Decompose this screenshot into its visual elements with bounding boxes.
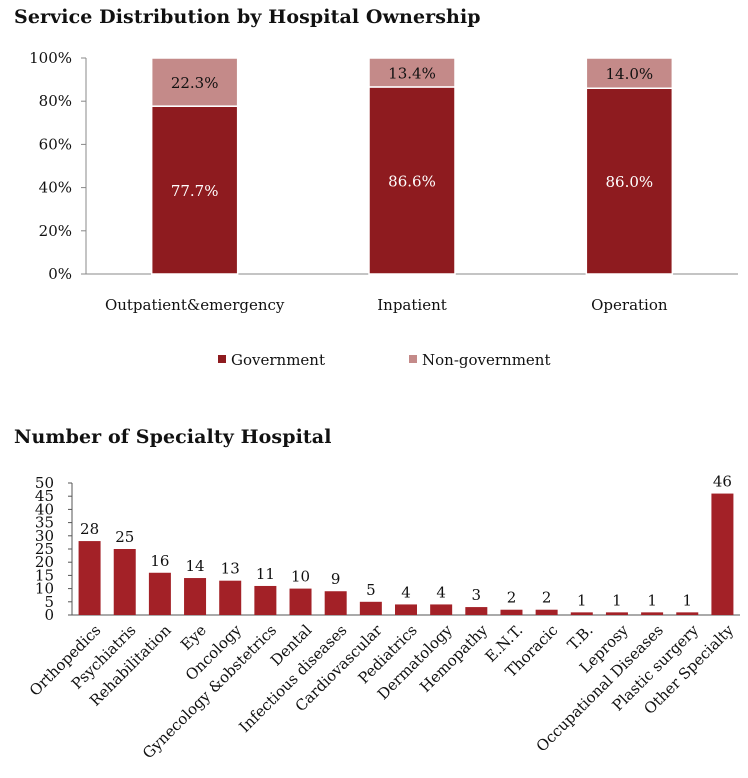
chart2-bar	[500, 609, 523, 615]
chart1-category-label: Outpatient&emergency	[105, 296, 285, 314]
chart1-bar-segment	[585, 87, 674, 275]
chart2-data-label: 4	[436, 583, 446, 601]
chart2-data-label: 3	[472, 586, 482, 604]
chart1-data-label: 14.0%	[606, 65, 654, 83]
chart1-data-label: 86.0%	[606, 173, 654, 191]
chart2-bar	[289, 588, 312, 615]
stacked-bar-chart: 0% 20% 40% 60% 80% 100% 77.7% 22.3% Outpatient&e…	[29, 49, 738, 369]
chart1-bar-segment	[150, 105, 239, 275]
chart2-bar	[359, 601, 382, 615]
chart2-bar	[184, 578, 207, 615]
chart2-data-label: 16	[150, 552, 169, 570]
chart2-data-label: 1	[612, 591, 622, 609]
chart1-y-tick-label: 80%	[39, 92, 72, 110]
chart2-data-label: 13	[221, 560, 240, 578]
chart1-bar-segment	[150, 57, 239, 107]
chart1-data-label: 22.3%	[171, 74, 219, 92]
chart2-data-label: 4	[401, 583, 411, 601]
chart2-bar	[641, 612, 664, 615]
chart2-y-tick-label: 20	[35, 553, 54, 571]
chart2-y-tick-label: 30	[35, 527, 54, 545]
chart2-bar	[113, 549, 136, 615]
chart2-y-tick-label: 10	[35, 580, 54, 598]
chart1-y-tick-label: 100%	[29, 49, 72, 67]
chart1-bar-segment	[585, 57, 674, 89]
chart2-y-tick-label: 25	[35, 540, 54, 558]
chart1-legend-label: Government	[231, 351, 325, 369]
chart2-bar	[570, 612, 593, 615]
chart2-title: Number of Specialty Hospital	[14, 426, 332, 448]
chart2-y-tick-label: 45	[35, 487, 54, 505]
chart2-bar	[676, 612, 699, 615]
chart2-data-label: 1	[647, 591, 657, 609]
chart1-legend-swatch	[409, 355, 417, 363]
chart1-bar-segment	[368, 57, 456, 88]
chart2-y-tick-label: 0	[44, 606, 54, 624]
chart1-y-tick-label: 60%	[39, 135, 72, 153]
chart2-data-label: 2	[542, 589, 552, 607]
chart1-data-label: 77.7%	[171, 182, 219, 200]
chart1-y-tick-label: 0%	[48, 265, 72, 283]
chart1-legend-swatch	[218, 355, 226, 363]
chart2-data-label: 1	[682, 591, 692, 609]
chart2-data-label: 1	[577, 591, 587, 609]
chart2-data-label: 9	[331, 570, 341, 588]
chart1-legend-label: Non-government	[422, 351, 551, 369]
chart2-bar	[605, 612, 628, 615]
chart2-data-label: 14	[186, 557, 205, 575]
chart1-data-label: 13.4%	[388, 64, 436, 82]
chart2-data-label: 25	[115, 528, 134, 546]
chart2-bar	[465, 607, 488, 615]
chart2-data-label: 46	[713, 473, 732, 491]
chart1-y-tick-label: 20%	[39, 222, 72, 240]
chart2-data-label: 5	[366, 581, 376, 599]
chart2-bar	[535, 609, 558, 615]
chart2-data-label: 28	[80, 520, 99, 538]
chart1-category-label: Operation	[591, 296, 668, 314]
chart2-y-tick-label: 50	[35, 474, 54, 492]
chart2-y-tick-label: 40	[35, 500, 54, 518]
chart2-bar	[430, 604, 453, 615]
chart2-bar	[254, 585, 277, 615]
chart2-bar	[324, 591, 347, 615]
chart2-bar	[711, 493, 734, 615]
chart2-y-tick-label: 15	[35, 566, 54, 584]
chart2-bar	[395, 604, 417, 615]
chart2-y-tick-label: 35	[35, 514, 54, 532]
chart2-bar	[219, 580, 242, 615]
chart1-data-label: 86.6%	[388, 172, 436, 190]
chart1-category-label: Inpatient	[377, 296, 447, 314]
chart2-bar	[148, 572, 171, 615]
chart2-data-label: 2	[507, 589, 517, 607]
chart1-y-tick-label: 40%	[39, 179, 72, 197]
chart2-data-label: 10	[291, 568, 310, 586]
chart2-y-tick-label: 5	[44, 593, 54, 611]
chart2-bar	[78, 541, 101, 615]
chart1-title: Service Distribution by Hospital Ownersh…	[14, 6, 481, 28]
chart2-data-label: 11	[256, 565, 275, 583]
